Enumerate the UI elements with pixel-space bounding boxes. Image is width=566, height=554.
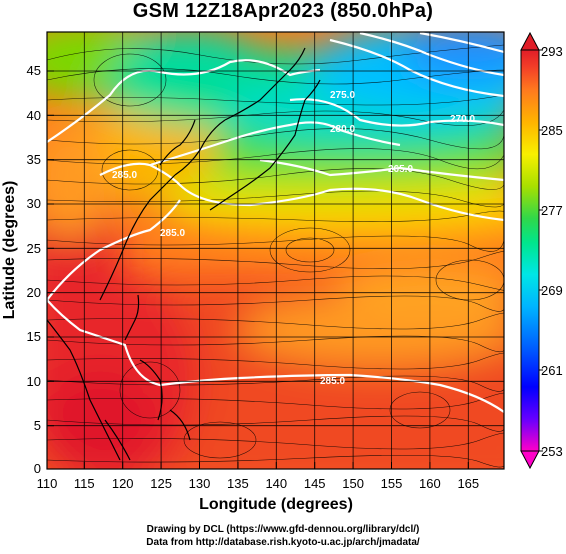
y-tick-label: 40 — [27, 108, 41, 123]
contour-label: 265.0 — [388, 164, 413, 175]
y-tick-label: 10 — [27, 374, 41, 389]
colorbar-top-arrow — [520, 31, 540, 51]
colorbar-label: 277 — [541, 203, 563, 218]
contour-label: 275.0 — [330, 90, 355, 101]
colorbar-labels: 293 285 277 269 261 253 — [541, 44, 563, 459]
colorbar-label: 253 — [541, 444, 563, 459]
x-tick-label: 155 — [381, 476, 403, 491]
x-tick-label: 165 — [457, 476, 479, 491]
y-tick-label: 45 — [27, 63, 41, 78]
y-tick-labels: 0 5 10 15 20 25 30 35 40 45 — [27, 63, 41, 476]
colorbar-label: 293 — [541, 44, 563, 59]
x-tick-label: 110 — [37, 476, 58, 491]
y-tick-label: 15 — [27, 329, 41, 344]
x-tick-label: 140 — [265, 476, 287, 491]
y-tick-label: 5 — [34, 418, 41, 433]
colorbar-label: 261 — [541, 363, 563, 378]
colorbar-label: 285 — [541, 123, 563, 138]
contour-labels: 285.0 280.0 275.0 270.0 265.0 285.0 285.… — [112, 90, 475, 387]
y-tick-label: 30 — [27, 196, 41, 211]
contour-label: 285.0 — [320, 376, 345, 387]
x-tick-label: 115 — [74, 476, 95, 491]
colorbar-bottom-arrow — [520, 450, 540, 470]
x-tick-label: 120 — [112, 476, 134, 491]
contour-label: 280.0 — [330, 124, 355, 135]
colorbar-gradient — [520, 49, 540, 452]
map-title: GSM 12Z18Apr2023 (850.0hPa) — [132, 0, 434, 22]
x-tick-label: 135 — [227, 476, 249, 491]
x-axis-label: Longitude (degrees) — [199, 496, 353, 513]
x-tick-label: 125 — [150, 476, 172, 491]
contour-label: 285.0 — [112, 170, 137, 181]
x-tick-labels: 110 115 120 125 130 135 140 145 150 155 … — [37, 476, 480, 491]
colorbar — [520, 31, 543, 470]
y-axis-label: Latitude (degrees) — [1, 181, 18, 320]
y-tick-label: 20 — [27, 285, 41, 300]
x-tick-label: 160 — [419, 476, 441, 491]
x-tick-label: 145 — [304, 476, 326, 491]
plot-frame — [46, 31, 505, 470]
contour-label: 285.0 — [160, 228, 185, 239]
colorbar-label: 269 — [541, 283, 563, 298]
x-axis — [46, 462, 469, 469]
lat-lon-grid — [47, 32, 504, 469]
y-tick-label: 0 — [34, 461, 41, 476]
x-tick-label: 150 — [342, 476, 364, 491]
y-tick-label: 25 — [27, 241, 41, 256]
credit-drawing: Drawing by DCL (https://www.gfd-dennou.o… — [146, 524, 420, 535]
credits: Drawing by DCL (https://www.gfd-dennou.o… — [0, 523, 566, 549]
x-tick-label: 130 — [189, 476, 211, 491]
contour-label: 270.0 — [450, 114, 475, 125]
y-axis — [47, 70, 54, 470]
y-tick-label: 35 — [27, 152, 41, 167]
credit-data: Data from http://database.rish.kyoto-u.a… — [146, 537, 420, 548]
